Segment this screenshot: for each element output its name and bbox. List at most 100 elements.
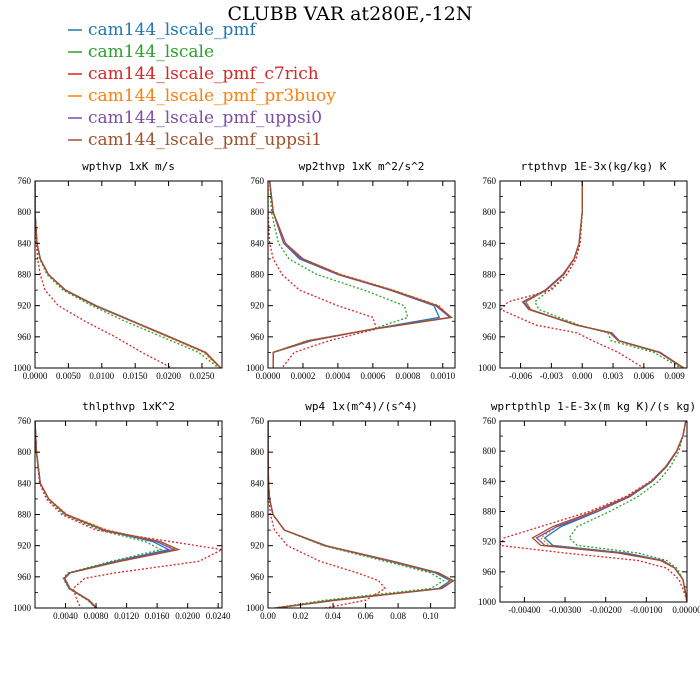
- y-tick-label: 800: [18, 447, 32, 457]
- y-tick-label: 960: [251, 572, 265, 582]
- legend-entry: cam144_lscale_pmf_uppsi1: [68, 130, 322, 150]
- panel: wp4 1x(m^4)/(s^4)76080084088092096010000…: [246, 400, 456, 621]
- y-tick-label: 960: [483, 332, 497, 342]
- x-tick-label: 0.0004: [326, 371, 351, 381]
- panel-title: rtpthvp 1E-3x(kg/kg) K: [521, 160, 667, 173]
- x-tick-label: 0.0000: [23, 371, 48, 381]
- y-tick-label: 880: [483, 270, 497, 280]
- x-tick-label: 0.0150: [123, 371, 148, 381]
- series-line: [35, 181, 221, 368]
- y-tick-label: 840: [483, 238, 497, 248]
- y-tick-label: 760: [251, 176, 265, 186]
- y-tick-label: 840: [483, 476, 497, 486]
- panel-title: wpthvp 1xK m/s: [82, 160, 175, 173]
- series-line: [268, 421, 455, 608]
- y-tick-label: 1000: [13, 363, 32, 373]
- y-tick-label: 840: [251, 238, 265, 248]
- y-tick-label: 920: [251, 301, 265, 311]
- y-tick-label: 1000: [246, 363, 265, 373]
- x-tick-label: 0.0240: [206, 611, 231, 621]
- series-line: [535, 421, 687, 602]
- x-tick-label: 0.0000: [256, 371, 281, 381]
- legend-entry: cam144_lscale_pmf_uppsi0: [68, 108, 322, 128]
- series-line: [35, 181, 222, 368]
- y-tick-label: 760: [18, 416, 32, 426]
- x-tick-label: 0.0008: [395, 371, 420, 381]
- series-line: [524, 181, 684, 368]
- series-line: [543, 421, 687, 602]
- series-line: [524, 181, 684, 368]
- x-tick-label: -0.00200: [590, 605, 623, 615]
- series-line: [500, 181, 645, 368]
- legend-entry: cam144_lscale_pmf_c7rich: [68, 64, 319, 84]
- y-tick-label: 800: [483, 446, 497, 456]
- series-line: [35, 421, 176, 608]
- series-line: [534, 181, 682, 368]
- y-tick-label: 880: [18, 510, 32, 520]
- series-line: [269, 181, 452, 368]
- series-line: [268, 421, 452, 608]
- y-tick-label: 760: [483, 416, 497, 426]
- series-line: [269, 181, 409, 368]
- x-tick-label: 0.009: [665, 371, 686, 381]
- y-tick-label: 920: [18, 301, 32, 311]
- x-tick-label: -0.003: [540, 371, 564, 381]
- legend-entry: cam144_lscale_pmf: [68, 20, 258, 40]
- x-tick-label: 0.0120: [114, 611, 139, 621]
- series-line: [35, 421, 222, 608]
- y-tick-label: 920: [251, 541, 265, 551]
- legend-label: cam144_lscale_pmf_uppsi0: [88, 108, 322, 128]
- x-tick-label: 0.003: [603, 371, 624, 381]
- legend-label: cam144_lscale_pmf_pr3buoy: [88, 86, 336, 106]
- panels: wpthvp 1xK m/s76080084088092096010000.00…: [13, 160, 700, 621]
- panel-frame: [267, 420, 456, 609]
- x-tick-label: 0.0040: [53, 611, 78, 621]
- x-tick-label: 0.006: [634, 371, 655, 381]
- series-line: [268, 421, 453, 608]
- y-tick-label: 800: [251, 207, 265, 217]
- panel: thlpthvp 1xK^2 760 800 840 880 920 960 1000 0.00…: [13, 400, 231, 621]
- x-tick-label: -0.00400: [508, 605, 541, 615]
- panel-frame: [499, 180, 688, 369]
- series-line: [35, 421, 171, 608]
- y-tick-label: 840: [18, 238, 32, 248]
- panel-title: wp2thvp 1xK m^2/s^2: [299, 160, 425, 173]
- series-line: [568, 421, 687, 602]
- x-tick-label: 0.08: [390, 611, 406, 621]
- y-tick-label: 800: [483, 207, 497, 217]
- x-tick-label: 0.0010: [430, 371, 455, 381]
- series-line: [269, 181, 441, 368]
- panel-frame: [34, 180, 223, 369]
- y-tick-label: 960: [18, 572, 32, 582]
- legend-label: cam144_lscale_pmf: [88, 20, 258, 40]
- x-tick-label: -0.00300: [549, 605, 582, 615]
- y-tick-label: 1000: [478, 363, 497, 373]
- legend-entry: cam144_lscale_pmf_pr3buoy: [68, 86, 336, 106]
- panel: wp2thvp 1xK m^2/s^2 760 800 840 880 920 960 100…: [246, 160, 456, 381]
- y-tick-label: 880: [18, 270, 32, 280]
- legend-label: cam144_lscale_pmf_uppsi1: [88, 130, 322, 150]
- x-tick-label: 0.0200: [175, 611, 200, 621]
- x-tick-label: 0.02: [293, 611, 309, 621]
- panel: wpthvp 1xK m/s76080084088092096010000.00…: [13, 160, 223, 381]
- x-tick-label: 0.00000: [672, 605, 700, 615]
- y-tick-label: 1000: [13, 603, 32, 613]
- x-tick-label: 0.0250: [190, 371, 215, 381]
- y-tick-label: 960: [483, 567, 497, 577]
- x-tick-label: 0.04: [325, 611, 341, 621]
- x-tick-label: 0.0200: [156, 371, 181, 381]
- x-tick-label: 0.06: [358, 611, 374, 621]
- y-tick-label: 760: [483, 176, 497, 186]
- legend: cam144_lscale_pmfcam144_lscalecam144_lsc…: [68, 20, 336, 150]
- x-tick-label: 0.0006: [360, 371, 385, 381]
- y-tick-label: 840: [18, 478, 32, 488]
- series-line: [268, 421, 455, 608]
- panel-frame: [34, 420, 223, 609]
- y-tick-label: 880: [251, 270, 265, 280]
- panel-title: thlpthvp 1xK^2: [82, 400, 175, 413]
- series-line: [35, 181, 220, 368]
- series-line: [35, 421, 163, 608]
- x-tick-label: 0.000: [572, 371, 593, 381]
- x-tick-label: 0.0080: [84, 611, 109, 621]
